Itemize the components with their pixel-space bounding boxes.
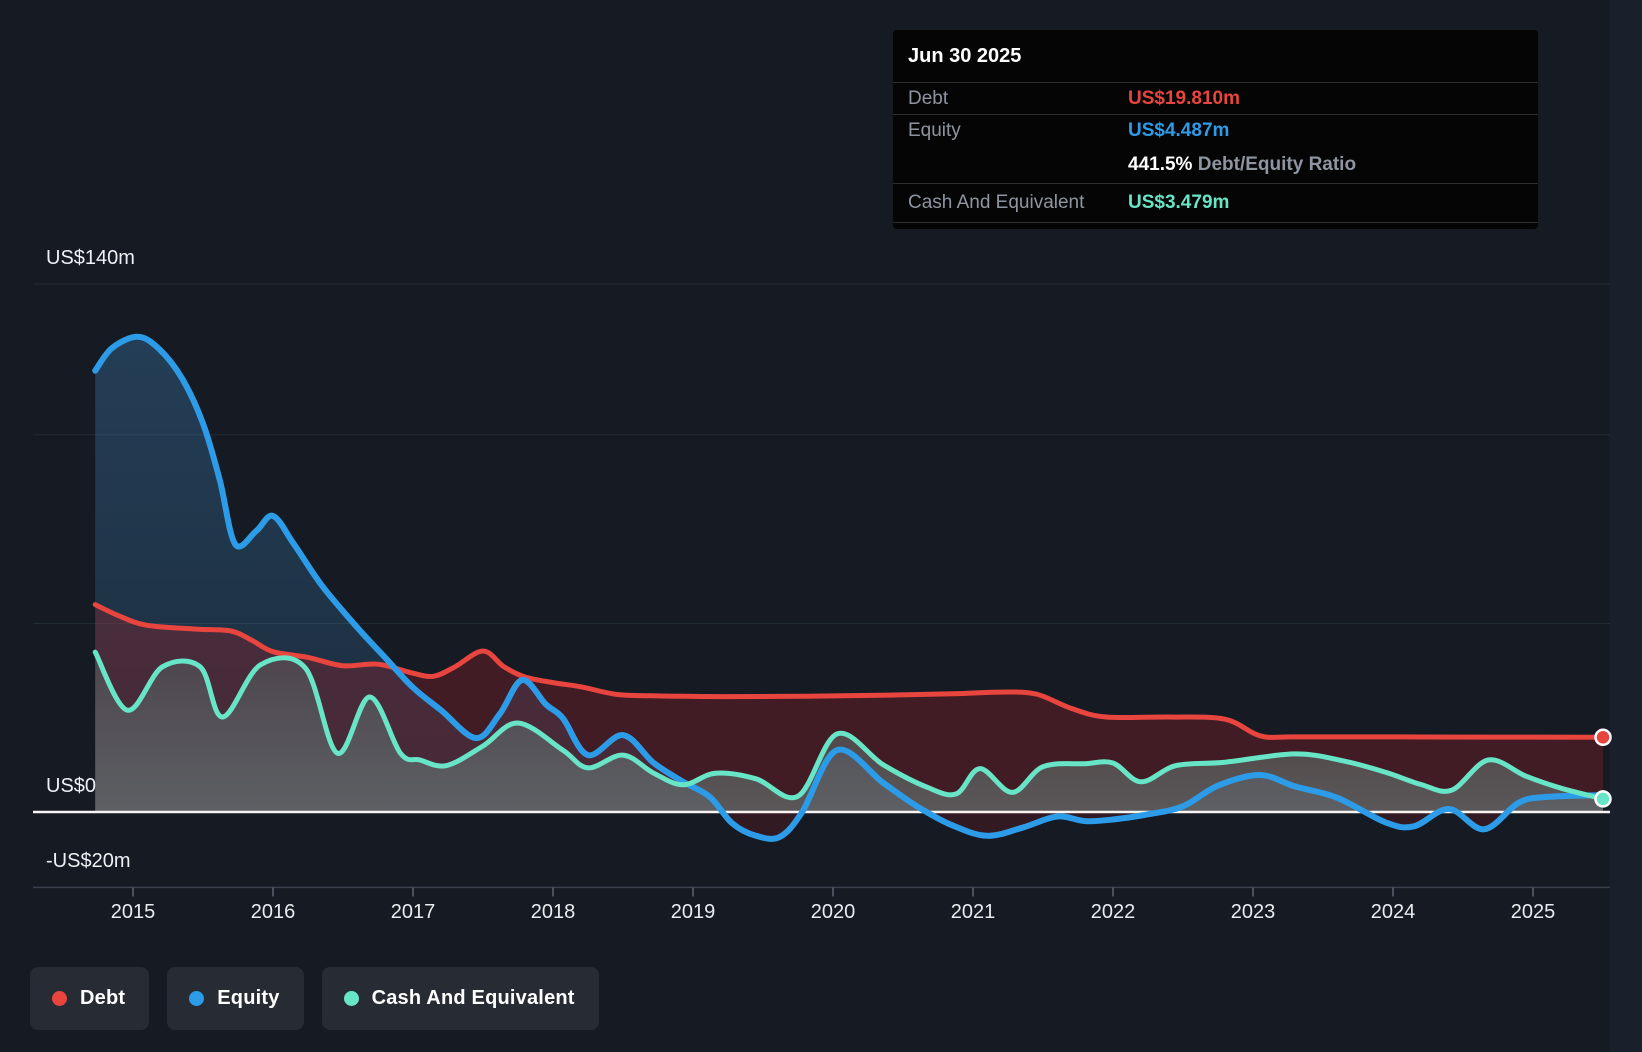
legend-label: Cash And Equivalent: [371, 987, 575, 1009]
debt-line: [92, 602, 1606, 740]
equity-color-dot-icon: [189, 991, 205, 1006]
cash-area-fill: [95, 652, 1604, 812]
tooltip-date: Jun 30 2025: [908, 44, 1022, 67]
legend-label: Equity: [217, 987, 280, 1009]
legend-label: Debt: [80, 987, 126, 1009]
hover-tooltip: Jun 30 2025 Debt US$19.810m Equity US$4.…: [893, 30, 1538, 229]
x-axis-year-label: 2024: [1370, 901, 1416, 923]
tooltip-ratio-value: 441.5%: [1128, 154, 1193, 175]
x-axis-year-label: 2023: [1230, 901, 1276, 923]
cash-line: [92, 649, 1606, 802]
x-axis-year-label: 2021: [950, 901, 996, 923]
y-axis-label: US$140m: [46, 247, 135, 269]
x-axis-year-label: 2015: [110, 901, 156, 923]
tooltip-equity-value: US$4.487m: [1128, 120, 1230, 141]
tooltip-equity-label: Equity: [908, 120, 961, 141]
plot-right-margin: [1610, 0, 1642, 1052]
tooltip-cash-label: Cash And Equivalent: [908, 192, 1085, 213]
debt-color-dot-icon: [52, 991, 67, 1006]
x-axis-year-label: 2019: [670, 901, 716, 923]
legend-chip-cash[interactable]: Cash And Equivalent: [321, 967, 599, 1030]
equity-line: [92, 333, 1606, 842]
tooltip-row-ratio: 441.5% Debt/Equity Ratio: [893, 147, 1538, 183]
x-axis-year-label: 2017: [390, 901, 436, 923]
tooltip-row-equity: Equity US$4.487m: [893, 114, 1538, 147]
x-axis-year-label: 2022: [1090, 901, 1136, 923]
x-axis-year-label: 2018: [530, 901, 576, 923]
tooltip-debt-value: US$19.810m: [1128, 87, 1240, 109]
y-axis-label: -US$20m: [46, 850, 131, 873]
cash-end-marker: [1594, 790, 1612, 808]
tooltip-ratio-label: Debt/Equity Ratio: [1192, 154, 1357, 175]
tooltip-row-cash: Cash And Equivalent US$3.479m: [893, 183, 1538, 222]
tooltip-bottom-border: [893, 222, 1538, 229]
tooltip-debt-label: Debt: [908, 87, 949, 109]
cash-color-dot-icon: [343, 991, 359, 1006]
x-axis-year-label: 2025: [1510, 901, 1556, 923]
legend-chip-equity[interactable]: Equity: [167, 967, 304, 1030]
tooltip-cash-value: US$3.479m: [1128, 192, 1230, 213]
tooltip-ratio: 441.5% Debt/Equity Ratio: [1128, 154, 1356, 176]
tooltip-row-debt: Debt US$19.810m: [893, 82, 1538, 114]
x-axis-year-label: 2020: [810, 901, 856, 923]
legend-chip-debt[interactable]: Debt: [30, 967, 150, 1030]
x-axis-year-label: 2016: [250, 901, 296, 923]
debt-end-marker: [1594, 728, 1612, 747]
y-axis-label: US$0: [46, 775, 97, 797]
legend: Debt Equity Cash And Equivalent: [30, 967, 599, 1030]
